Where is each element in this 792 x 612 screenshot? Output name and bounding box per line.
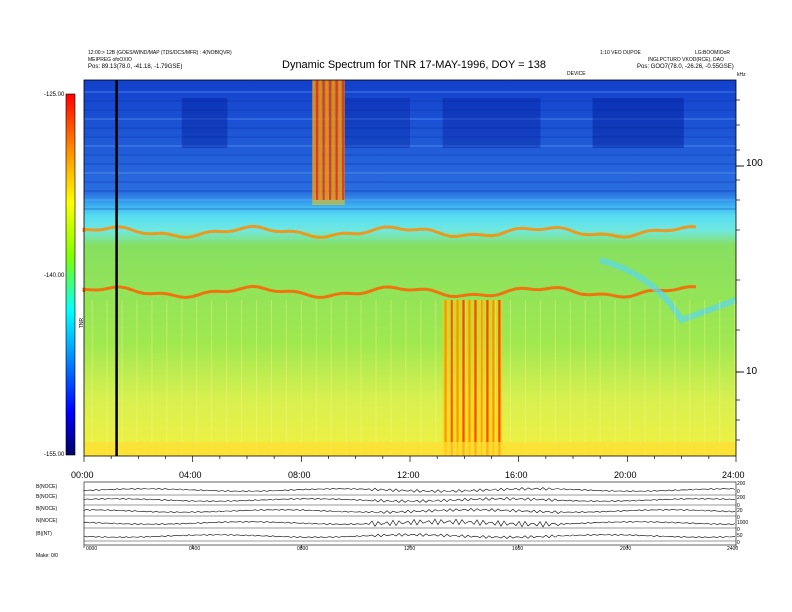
panel-label-2: B(NOCE) — [36, 494, 58, 500]
y-tick-marks — [736, 99, 744, 441]
header-meta-right-1b: LG:BOOMIOoR — [695, 50, 731, 56]
upper-emission-line — [82, 224, 697, 240]
panel-label-5: |B|(NT) — [36, 531, 52, 537]
dark-patch — [442, 98, 541, 148]
lower-emission-line — [82, 284, 697, 300]
panel-xtick-2: 0800 — [297, 546, 309, 552]
colorbar-tick-bottom: -155.00 — [44, 452, 65, 458]
dark-patch — [592, 98, 684, 148]
header-meta-right-3: Pos: GOO7(78.0, -26.26, -0.55GSE) — [637, 64, 734, 70]
panel-xtick-5: 2000 — [620, 546, 632, 552]
panel-xtick-0: 0000 — [86, 546, 98, 552]
burst-layer — [82, 80, 738, 456]
x-tick-1: 04:00 — [179, 470, 202, 480]
x-tick-0: 00:00 — [71, 470, 94, 480]
panel-rtick-4: 20 — [737, 508, 743, 514]
footer-note: Make: 0/0 — [36, 553, 58, 559]
panel-rtick-1: 0 — [737, 489, 740, 495]
x-tick-4: 16:00 — [505, 470, 528, 480]
panel-trace — [83, 487, 736, 493]
dark-patch — [344, 98, 410, 148]
x-tick-3: 12:00 — [397, 470, 420, 480]
panel-rtick-5: 0 — [737, 515, 740, 521]
panel-xtick-1: 0400 — [189, 546, 201, 552]
panel-xtick-3: 1200 — [404, 546, 416, 552]
panel-rtick-2: 200 — [737, 495, 746, 501]
x-tick-6: 24:00 — [722, 470, 745, 480]
colorbar — [65, 93, 76, 456]
bottom-panels — [83, 481, 737, 548]
panel-xtick-6: 2400 — [727, 546, 739, 552]
header-meta-right-1: 1:10 VEO DUPOE — [600, 50, 641, 56]
x-tick-marks — [83, 456, 737, 462]
panel-label-4: N(NOCE) — [36, 518, 58, 524]
colorbar-tick-top: -125.00 — [44, 92, 65, 98]
cyan-boundary — [599, 257, 738, 324]
header-meta-left-3: Pos: 89.13(78.0, -41.18, -1.79GSE) — [88, 64, 183, 70]
dark-patch — [181, 98, 228, 148]
colorbar-tick-mid: -140.00 — [44, 273, 65, 279]
header-device-label: DEVICE — [567, 71, 586, 77]
header-meta-left-2: MEIPREG ofoOXIO — [88, 57, 132, 63]
panel-trace — [83, 518, 736, 528]
panel-trace — [83, 497, 736, 503]
panel-label-3: B(NOCE) — [36, 506, 58, 512]
x-tick-2: 08:00 — [288, 470, 311, 480]
panel-rtick-3: 0 — [737, 503, 740, 509]
chart-title: Dynamic Spectrum for TNR 17-MAY-1996, DO… — [282, 59, 547, 71]
panel-trace — [83, 508, 736, 514]
panel-rtick-6: 1000 — [737, 520, 749, 526]
khz-unit-label: kHz — [737, 72, 746, 78]
panel-xtick-4: 1600 — [512, 546, 524, 552]
x-tick-5: 20:00 — [614, 470, 637, 480]
panel-rtick-7: 0 — [737, 527, 740, 533]
y-tick-10: 10 — [746, 366, 758, 377]
low-freq-band — [84, 442, 736, 456]
panel-label-1: B(NOCE) — [36, 484, 58, 490]
panel-rtick-9: 0 — [737, 540, 740, 546]
panel-trace — [83, 533, 736, 540]
header-meta-right-2: INGLPCTURO VKOD(RCE), DAO — [648, 57, 724, 63]
y-tick-100: 100 — [746, 158, 763, 169]
panel-rtick-0: 200 — [737, 481, 746, 487]
header-meta-left-1: 12:00:> 12B (GOES/WIND/MAP (TDS/DCS/MFR)… — [88, 50, 232, 56]
panel-rtick-8: 50 — [737, 533, 743, 539]
